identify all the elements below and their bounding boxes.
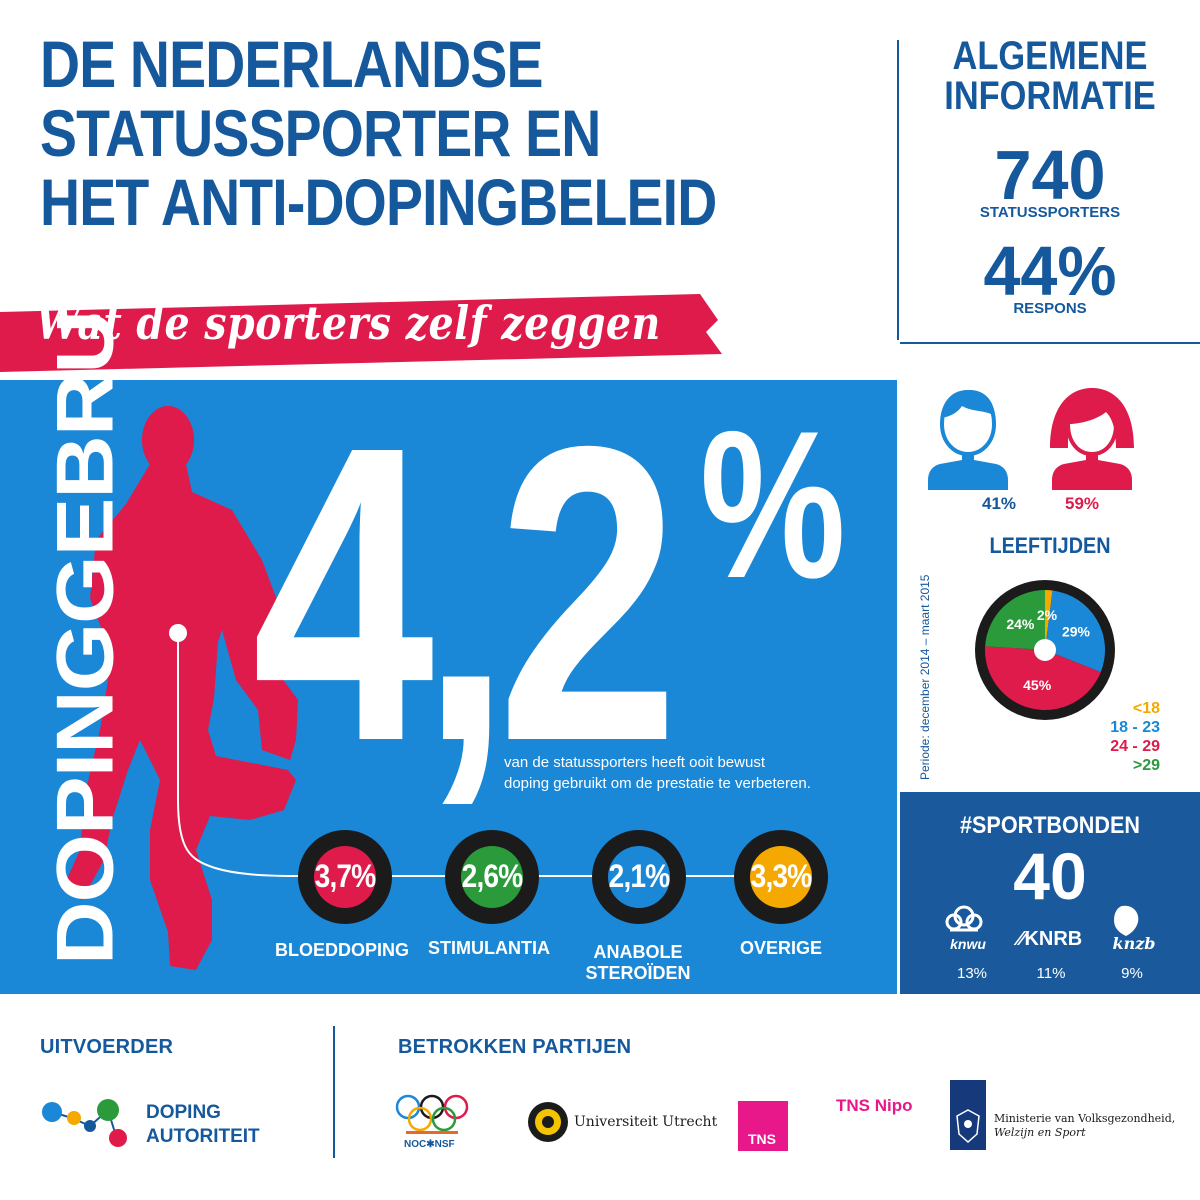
uitvoerder-heading: UITVOERDER [40,1036,174,1058]
knzb-logo-icon [1114,905,1139,936]
subtitle: Wat de sporters zelf zeggen [36,296,661,350]
male-icon [928,389,1008,490]
uu-logo: Universiteit Utrecht [574,1114,718,1130]
knwu-logo-icon [945,905,983,932]
knrb-logo: ⁄⁄KNRB [1017,928,1083,950]
category-label-anabole: ANABOLE STEROÏDEN [585,942,691,983]
sporters-count: 740 [994,136,1106,214]
respons-label: RESPONS [1013,300,1087,317]
pie-label-1: 29% [1062,624,1091,640]
sportbonden-count: 40 [1013,839,1087,913]
doping-autoriteit-logo-icon [42,1099,127,1147]
top-separator-horizontal [900,342,1200,344]
doping-vertical-label: DOPINGGEBRUIK [38,225,130,965]
period-label: Periode: december 2014 – maart 2015 [918,574,932,780]
legend-18-23: 18 - 23 [1110,719,1160,736]
runner-icon [62,406,298,970]
pie-label-0: 2% [1037,607,1058,623]
respons-value: 44% [983,232,1117,310]
category-circle-stimulantia: 2,6% [445,830,539,924]
pie-slice-3 [985,590,1045,650]
knwu-logo: knwu [950,936,986,952]
top-separator-vertical [897,40,899,340]
pie-slice-0 [1045,590,1053,650]
knrb-percentage: 11% [1036,965,1066,982]
category-label-overige: OVERIGE [739,938,823,958]
sportbonden-panel [900,792,1200,994]
subtitle-ribbon: Wat de sporters zelf zeggen [0,290,740,372]
general-info-heading: ALGEMENE INFORMATIE [944,34,1156,118]
pie-label-3: 24% [1006,616,1035,632]
category-circle-anabole: 2,1% [592,830,686,924]
legend-over-29: >29 [1132,757,1160,774]
footer-separator [333,1026,335,1158]
sportbonden-title: #SPORTBONDEN [959,812,1141,839]
doping-percent-sign: % [700,387,846,622]
legend-24-29: 24 - 29 [1110,738,1160,755]
category-label-stimulantia: STIMULANTIA [428,938,550,958]
doping-percentage: 4,2 [252,360,679,829]
knzb-logo: knzb [1112,934,1156,953]
title-line-2: STATUSSPORTER EN [40,96,601,170]
ages-heading: LEEFTIJDEN [989,533,1111,558]
rijkswapen-icon [956,1109,980,1144]
title-line-1: DE NEDERLANDSE [40,27,544,101]
pie-slice-2 [985,646,1101,710]
pie-label-2: 45% [1023,677,1052,693]
page-title: DE NEDERLANDSE STATUSSPORTER EN HET ANTI… [40,30,880,237]
olympic-rings-icon [395,1094,469,1134]
sportbonden-logos [945,905,1139,936]
doping-description: van de statussporters heeft ooit bewust … [504,754,811,792]
sporters-label: STATUSSPORTERS [979,204,1121,221]
ministerie-logo-bar [950,1080,986,1150]
doping-autoriteit-logo: DOPING AUTORITEIT [146,1102,260,1147]
tns-nipo-logo: TNS Nipo [836,1096,913,1115]
knwu-percentage: 13% [956,965,988,982]
uu-sun-icon [528,1102,568,1142]
pie-slice-1 [1045,590,1105,673]
noc-nsf-logo: NOC✱NSF [404,1139,455,1150]
female-icon [1050,388,1134,490]
gender-icons [928,388,1134,490]
category-label-bloeddoping: BLOEDDOPING [274,940,409,960]
legend-under-18: <18 [1132,700,1160,717]
ministerie-logo: Ministerie van Volksgezondheid, Welzijn … [994,1112,1176,1139]
title-line-3: HET ANTI-DOPINGBELEID [40,165,717,239]
female-percentage: 59% [1065,494,1100,513]
age-pie-chart: 2%29% 45% 24% [975,580,1115,720]
male-percentage: 41% [982,494,1017,513]
knzb-percentage: 9% [1121,965,1143,982]
tns-logo: TNS [738,1101,788,1151]
betrokken-heading: BETROKKEN PARTIJEN [398,1036,632,1058]
category-circle-bloeddoping: 3,7% [298,830,392,924]
pie-center [1034,639,1056,661]
category-circle-overige: 3,3% [734,830,828,924]
